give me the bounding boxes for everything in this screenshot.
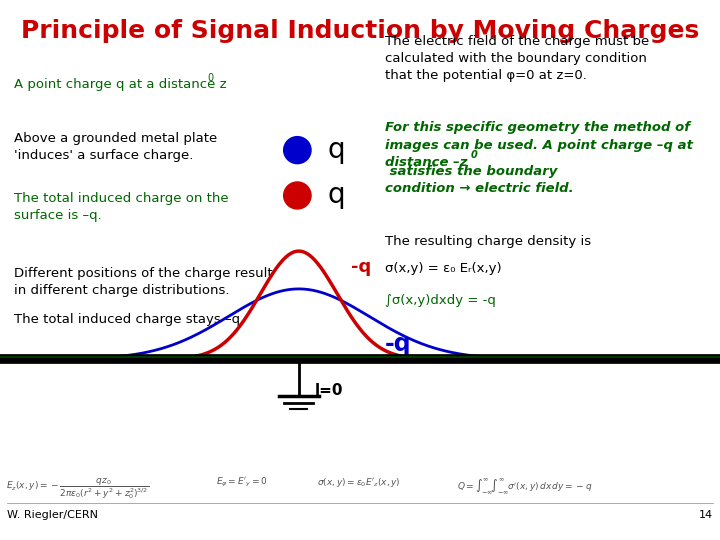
Text: Above a grounded metal plate
'induces' a surface charge.: Above a grounded metal plate 'induces' a… xyxy=(14,132,217,163)
Ellipse shape xyxy=(284,182,311,209)
Text: σ(x,y) = ε₀ Eᵣ(x,y): σ(x,y) = ε₀ Eᵣ(x,y) xyxy=(385,262,502,275)
Text: satisfies the boundary
condition → electric field.: satisfies the boundary condition → elect… xyxy=(385,165,574,195)
Ellipse shape xyxy=(284,137,311,164)
Text: The total induced charge on the
surface is –q.: The total induced charge on the surface … xyxy=(14,192,229,222)
Text: W. Riegler/CERN: W. Riegler/CERN xyxy=(7,510,98,521)
Text: The total induced charge stays –q.: The total induced charge stays –q. xyxy=(14,313,245,326)
Text: Principle of Signal Induction by Moving Charges: Principle of Signal Induction by Moving … xyxy=(21,19,699,43)
Text: A point charge q at a distance z: A point charge q at a distance z xyxy=(14,78,227,91)
Text: For this specific geometry the method of
images can be used. A point charge –q a: For this specific geometry the method of… xyxy=(385,122,693,168)
Text: l=0: l=0 xyxy=(315,383,343,398)
Text: 0: 0 xyxy=(207,72,214,83)
Text: q: q xyxy=(328,136,345,164)
Text: $\sigma(x,y) = \varepsilon_0 E'_z(x,y)$: $\sigma(x,y) = \varepsilon_0 E'_z(x,y)$ xyxy=(317,476,400,489)
Text: 14: 14 xyxy=(698,510,713,521)
Text: $Q = \int_{-\infty}^{\infty}\!\int_{-\infty}^{\infty}\sigma'(x,y)\,dx\,dy = -q$: $Q = \int_{-\infty}^{\infty}\!\int_{-\in… xyxy=(457,476,593,496)
Text: Different positions of the charge result
in different charge distributions.: Different positions of the charge result… xyxy=(14,267,273,298)
Text: $E_\varphi = E'_y = 0$: $E_\varphi = E'_y = 0$ xyxy=(216,476,268,489)
Text: The electric field of the charge must be
calculated with the boundary condition
: The electric field of the charge must be… xyxy=(385,35,649,82)
Text: -q: -q xyxy=(385,332,412,356)
Text: $E_z(x,y) = -\dfrac{qz_0}{2\pi\varepsilon_0(r^2+y^2+z_0^2)^{3/2}}$: $E_z(x,y) = -\dfrac{qz_0}{2\pi\varepsilo… xyxy=(6,476,149,501)
Text: 0: 0 xyxy=(471,150,477,160)
Text: q: q xyxy=(328,181,345,210)
Text: -q: -q xyxy=(351,258,372,276)
Text: The resulting charge density is: The resulting charge density is xyxy=(385,235,591,248)
Text: ∫σ(x,y)dxdy = -q: ∫σ(x,y)dxdy = -q xyxy=(385,294,496,307)
